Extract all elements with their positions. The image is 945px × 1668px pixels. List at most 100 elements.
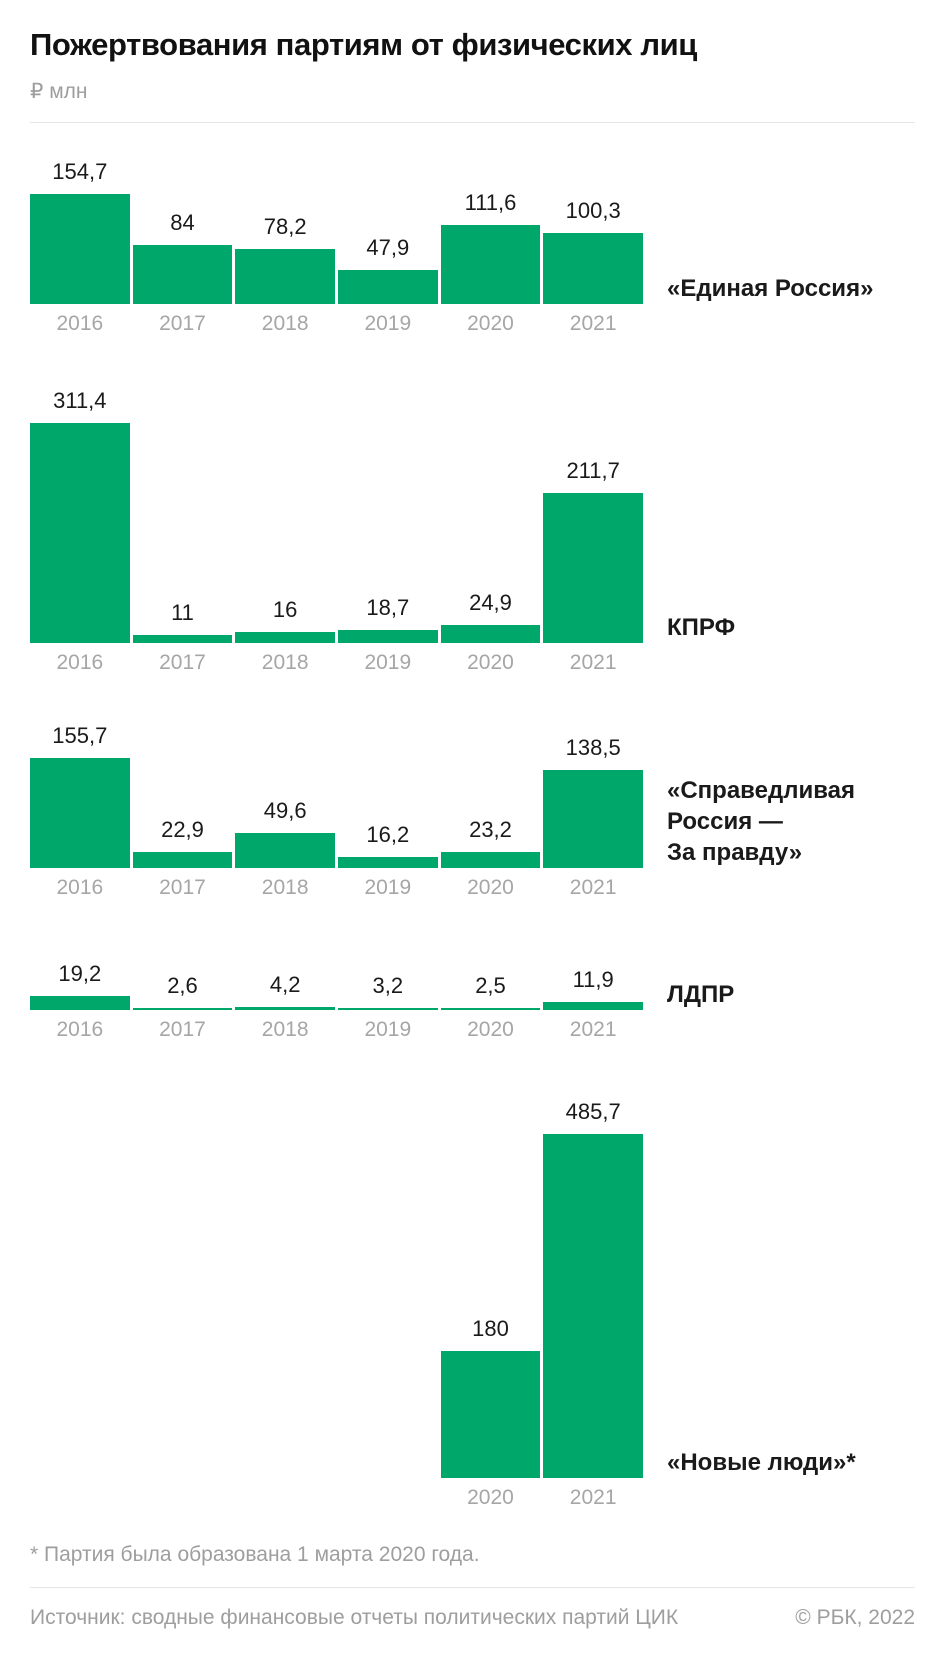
year-label [235, 1486, 335, 1510]
year-label: 2018 [261, 1018, 309, 1041]
year-label: 2017 [159, 651, 206, 674]
year-label: 2018 [261, 312, 309, 335]
year-label: 2020 [467, 876, 514, 899]
bar-column [133, 1094, 233, 1478]
year-axis: 2016 2017 2018 2019 2020 2021 [30, 651, 643, 675]
bar [30, 423, 130, 643]
footer: Источник: сводные финансовые отчеты поли… [30, 1605, 915, 1631]
bar-value-label: 180 [472, 1316, 509, 1341]
party-chart: 155,7 22,9 49,6 16,2 23,2 138,5 «Справедливая Р… [30, 718, 915, 900]
bar [440, 852, 541, 868]
bar-value-label: 485,7 [565, 1099, 621, 1124]
year-label [133, 1486, 233, 1510]
party-label: «Справедливая Россия — За правду» [667, 775, 915, 868]
bar-value-label: 11,9 [572, 967, 614, 992]
bar-value-label: 16 [272, 597, 298, 622]
bar [235, 1007, 335, 1010]
bar-value-label: 11 [171, 600, 194, 625]
bar-column: 23,2 [440, 718, 541, 868]
year-label: 2017 [159, 876, 206, 899]
year-label: 2018 [261, 876, 309, 899]
bar-column: 78,2 [235, 154, 335, 304]
bar [30, 996, 130, 1010]
bar [132, 852, 233, 868]
bar-column: 16 [235, 383, 335, 643]
bar [543, 1002, 643, 1010]
year-label: 2021 [569, 876, 617, 899]
bar-value-label: 18,7 [366, 595, 410, 620]
year-label: 2021 [569, 1018, 617, 1041]
bar [440, 1008, 541, 1010]
year-label: 2020 [467, 651, 514, 674]
year-label: 2016 [56, 1018, 104, 1041]
bar [30, 194, 130, 304]
year-label: 2018 [261, 651, 309, 674]
bar-value-label: 100,3 [565, 198, 621, 223]
bar [235, 249, 335, 304]
bar-column: 24,9 [440, 383, 541, 643]
source-text: Источник: сводные финансовые отчеты поли… [30, 1606, 679, 1629]
bottom-divider [30, 1587, 915, 1588]
bar-column: 11 [132, 383, 233, 643]
party-chart: 154,7 84 78,2 47,9 111,6 100,3 «Единая Россия»… [30, 154, 915, 336]
bar [132, 635, 233, 643]
bar-plot: 154,7 84 78,2 47,9 111,6 100,3 [30, 154, 643, 304]
bar-value-label: 2,5 [475, 973, 506, 998]
year-label: 2019 [364, 651, 412, 674]
chart-row: 154,7 84 78,2 47,9 111,6 100,3 «Единая Россия» [30, 154, 915, 304]
bar-value-label: 49,6 [263, 798, 307, 823]
party-label-line: ЛДПР [667, 981, 735, 1008]
bar-value-label: 16,2 [366, 822, 410, 847]
bar-column [338, 1094, 438, 1478]
charts-area: 154,7 84 78,2 47,9 111,6 100,3 «Единая Россия»… [30, 154, 915, 1510]
bar-column: 211,7 [543, 383, 643, 643]
party-chart: 19,2 2,6 4,2 3,2 2,5 11,9 ЛДПР 2016 2017 2018 2019… [30, 956, 915, 1042]
year-label [338, 1486, 438, 1510]
bar [337, 630, 438, 643]
bar-value-label: 138,5 [565, 735, 621, 760]
bar-column: 47,9 [337, 154, 438, 304]
bar-column: 19,2 [30, 956, 130, 1010]
bar-column: 2,5 [440, 956, 541, 1010]
chart-row: 19,2 2,6 4,2 3,2 2,5 11,9 ЛДПР [30, 956, 915, 1010]
bar-value-label: 84 [170, 210, 195, 235]
chart-row: 180 485,7 «Новые люди»* [30, 1094, 915, 1478]
bar-value-label: 211,7 [566, 458, 620, 483]
bar-column: 3,2 [337, 956, 438, 1010]
bar [543, 1134, 643, 1478]
bar-column: 49,6 [235, 718, 335, 868]
bar [440, 1351, 541, 1478]
year-label: 2020 [467, 1486, 514, 1509]
bar [132, 1008, 233, 1010]
bar [543, 493, 643, 643]
bar-value-label: 23,2 [469, 817, 512, 842]
year-label: 2020 [467, 1018, 514, 1041]
party-label-line: «Справедливая [667, 777, 855, 804]
bar-column [30, 1094, 130, 1478]
bar-column: 138,5 [543, 718, 643, 868]
year-label: 2020 [467, 312, 514, 335]
bar-column: 154,7 [30, 154, 130, 304]
bar [132, 245, 233, 304]
bar-value-label: 111,6 [464, 190, 517, 215]
year-label: 2016 [56, 651, 104, 674]
year-axis: 2016 2017 2018 2019 2020 2021 [30, 876, 643, 900]
party-label-line: КПРФ [667, 614, 736, 641]
bar-column: 100,3 [543, 154, 643, 304]
party-label-line: «Единая Россия» [667, 275, 874, 302]
footnote: * Партия была образована 1 марта 2020 го… [30, 1543, 480, 1566]
bar-column: 16,2 [337, 718, 438, 868]
party-label: «Новые люди»* [667, 1447, 915, 1478]
year-label [30, 1486, 130, 1510]
bar-column: 84 [132, 154, 233, 304]
year-label: 2017 [159, 312, 206, 335]
bar [440, 225, 541, 304]
bar-value-label: 2,6 [167, 973, 198, 998]
bar-value-label: 78,2 [263, 214, 307, 239]
copyright-text: © РБК, 2022 [795, 1606, 915, 1629]
chart-row: 311,4 11 16 18,7 24,9 211,7 КПРФ [30, 383, 915, 643]
bar-column: 18,7 [337, 383, 438, 643]
year-label: 2019 [364, 312, 412, 335]
bar-column: 111,6 [440, 154, 541, 304]
chart-row: 155,7 22,9 49,6 16,2 23,2 138,5 «Справедливая Р… [30, 718, 915, 868]
